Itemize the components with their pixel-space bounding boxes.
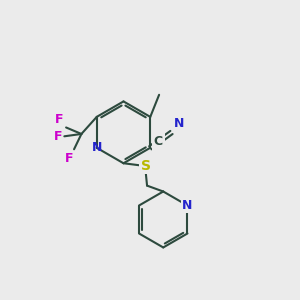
Text: F: F [55,113,64,126]
Text: C: C [154,136,163,148]
Text: N: N [173,117,184,130]
Text: S: S [141,159,151,172]
Text: N: N [92,141,102,154]
Text: N: N [182,199,193,212]
Text: F: F [53,130,62,143]
Text: F: F [64,152,73,165]
